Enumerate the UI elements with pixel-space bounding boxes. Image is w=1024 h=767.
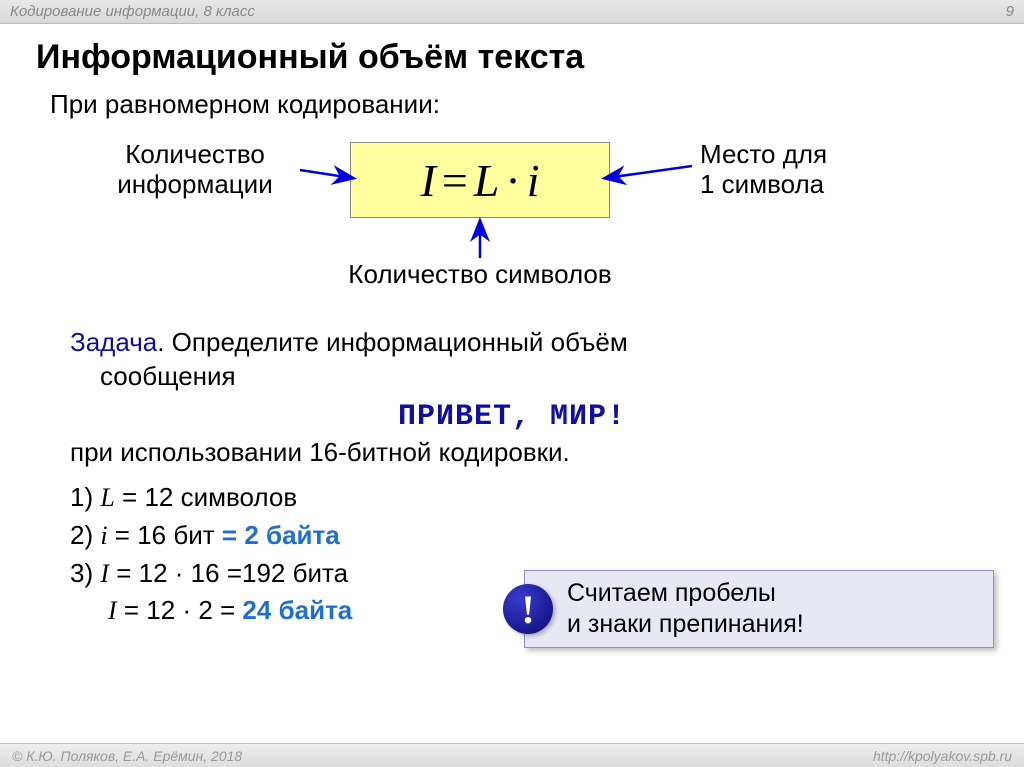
header-bar: Кодирование информации, 8 класс 9 [0, 0, 1024, 24]
formula-zone: Количество информации I = L · i Место дл… [0, 130, 1024, 320]
copyright: © К.Ю. Поляков, Е.А. Ерёмин, 2018 [12, 748, 242, 764]
task-heading: Задача [70, 327, 157, 357]
eq: = [222, 520, 244, 550]
step-tail: = 12 символов [115, 482, 297, 512]
step-num: 3) [70, 558, 100, 588]
var: I [100, 559, 109, 588]
step-mid: = 16 бит [108, 520, 222, 550]
var: i [100, 521, 107, 550]
formula-box: I = L · i [350, 142, 610, 218]
var: I [108, 596, 117, 625]
var-i: i [527, 154, 540, 207]
page-title: Информационный объём текста [0, 24, 1024, 85]
task-block: Задача. Определите информационный объём … [0, 320, 1024, 394]
intro-text: При равномерном кодировании: [0, 85, 1024, 124]
answer: 2 байта [244, 520, 339, 550]
step-2: 2) i = 16 бит = 2 байта [70, 517, 1024, 555]
breadcrumb: Кодирование информации, 8 класс [10, 3, 255, 20]
step-num: 2) [70, 520, 100, 550]
message-text: ПРИВЕТ, МИР! [0, 394, 1024, 436]
label-per-symbol: Место для 1 символа [700, 140, 900, 200]
answer: 24 байта [242, 595, 352, 625]
var-I: I [421, 154, 436, 207]
tip-text: Считаем пробелы и знаки препинания! [525, 578, 804, 641]
dot: · [499, 154, 526, 207]
step-num: 1) [70, 482, 100, 512]
var-L: L [474, 154, 500, 207]
label-symbols-count: Количество символов [295, 260, 665, 290]
label-line: Количество [125, 139, 265, 169]
step-mid: = 12 · 2 = [117, 595, 243, 625]
label-line: 1 символа [700, 169, 824, 199]
task-line2: сообщения [70, 360, 974, 394]
var: L [100, 483, 114, 512]
exclamation-icon: ! [503, 584, 553, 634]
label-info-amount: Количество информации [90, 140, 300, 200]
tip-box: ! Считаем пробелы и знаки препинания! [524, 570, 994, 648]
footer-bar: © К.Ю. Поляков, Е.А. Ерёмин, 2018 http:/… [0, 743, 1024, 767]
equals: = [436, 154, 474, 207]
tip-line: и знаки препинания! [567, 610, 804, 638]
footer-url: http://kpolyakov.spb.ru [873, 748, 1012, 764]
label-line: информации [117, 169, 272, 199]
tip-line: Считаем пробелы [567, 579, 776, 607]
step-tail: = 12 · 16 =192 бита [109, 558, 348, 588]
label-line: Место для [700, 139, 827, 169]
page-number: 9 [1006, 3, 1014, 20]
step-1: 1) L = 12 символов [70, 479, 1024, 517]
task-line1: Задача. Определите информационный объём [70, 326, 974, 360]
task-line3: при использовании 16-битной кодировки. [0, 436, 1024, 470]
task-tail: . Определите информационный объём [157, 327, 628, 357]
